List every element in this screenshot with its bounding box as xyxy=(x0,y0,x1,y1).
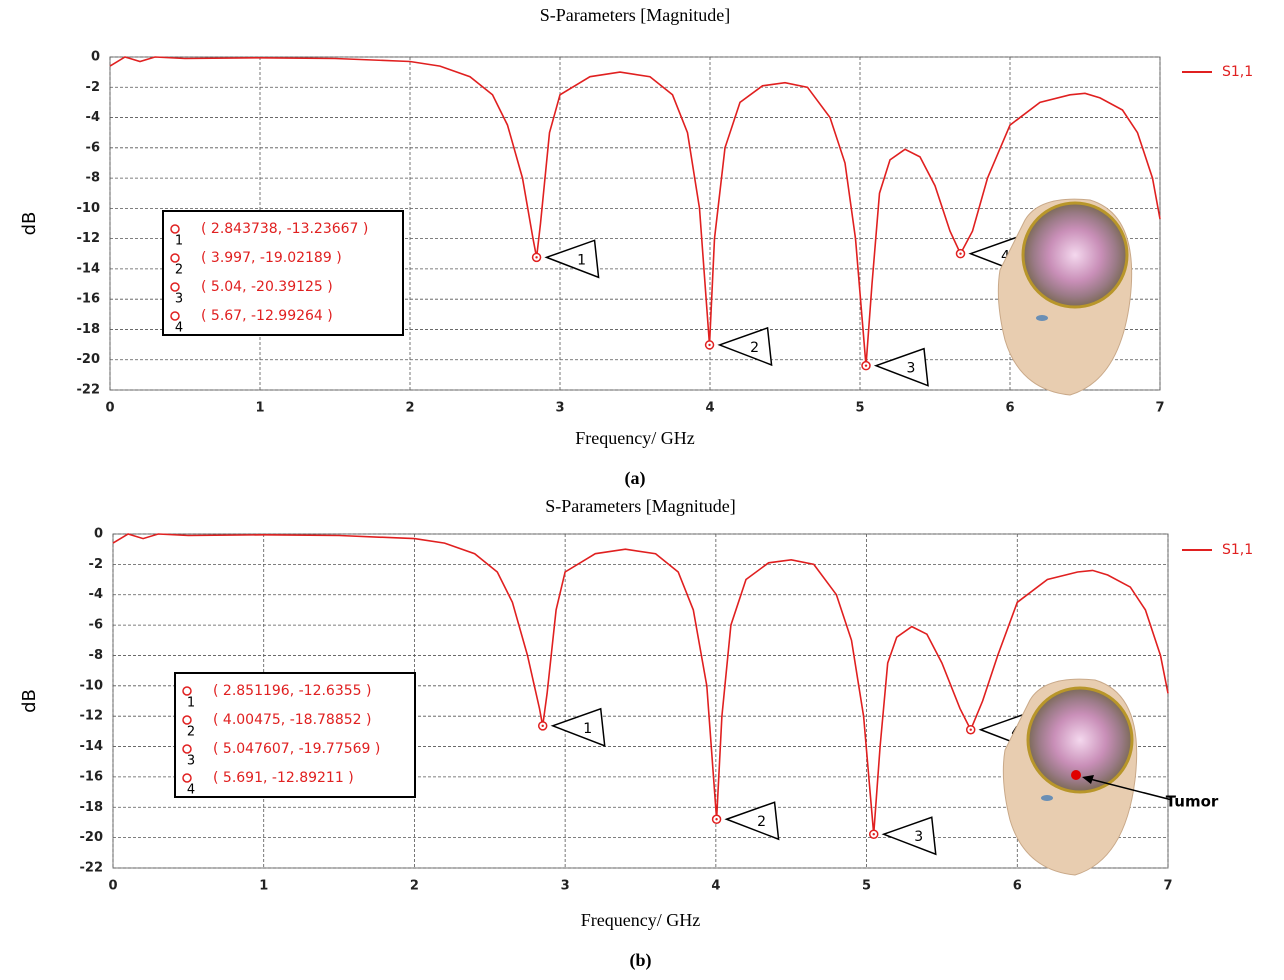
legend-label: S1,1 xyxy=(1222,64,1253,80)
marker-label: ( 2.843738, -13.23667 ) xyxy=(201,221,368,237)
legend-label: S1,1 xyxy=(1222,542,1253,558)
box-marker-id: 4 xyxy=(187,783,195,798)
x-tick-label: 7 xyxy=(1155,401,1164,416)
marker-label: ( 5.67, -12.99264 ) xyxy=(201,308,333,324)
marker-label: ( 5.047607, -19.77569 ) xyxy=(213,741,380,757)
box-marker-id: 1 xyxy=(175,234,183,249)
x-tick-label: 5 xyxy=(855,401,864,416)
callout-label: 2 xyxy=(757,814,766,830)
chart-title: S-Parameters [Magnitude] xyxy=(545,496,735,516)
x-tick-label: 1 xyxy=(259,879,268,894)
annotation: Tumor xyxy=(1166,793,1219,811)
y-tick-label: -14 xyxy=(80,739,104,754)
y-axis-label: dB xyxy=(19,689,40,713)
marker-dot xyxy=(959,252,961,254)
y-tick-label: 0 xyxy=(91,50,100,65)
box-marker-id: 2 xyxy=(175,263,183,278)
marker-dot xyxy=(535,256,537,258)
y-tick-label: -8 xyxy=(86,171,100,186)
marker-dot xyxy=(542,725,544,727)
y-tick-label: -20 xyxy=(77,352,101,367)
x-tick-label: 3 xyxy=(555,401,564,416)
marker-dot xyxy=(865,364,867,366)
x-tick-label: 7 xyxy=(1163,879,1172,894)
x-tick-label: 1 xyxy=(255,401,264,416)
x-tick-label: 2 xyxy=(405,401,414,416)
y-tick-label: -2 xyxy=(86,80,100,95)
box-marker xyxy=(183,774,191,782)
x-tick-label: 4 xyxy=(705,401,714,416)
y-tick-label: -10 xyxy=(77,201,101,216)
marker-dot xyxy=(715,818,717,820)
x-axis-label: Frequency/ GHz xyxy=(581,910,700,930)
x-tick-label: 6 xyxy=(1005,401,1014,416)
callout-label: 3 xyxy=(907,361,916,377)
callout-label: 1 xyxy=(577,252,586,268)
page: S-Parameters [Magnitude] Frequency/ GHz (a… xyxy=(0,0,1284,980)
y-tick-label: -2 xyxy=(89,557,103,572)
callout-label: 3 xyxy=(914,829,923,845)
box-marker xyxy=(171,312,179,320)
x-tick-label: 0 xyxy=(105,401,114,416)
y-tick-label: -18 xyxy=(77,322,101,337)
x-tick-label: 5 xyxy=(862,879,871,894)
box-marker-id: 3 xyxy=(187,754,195,769)
y-tick-label: -4 xyxy=(89,587,103,602)
y-tick-label: -22 xyxy=(80,861,104,876)
x-axis-label: Frequency/ GHz xyxy=(575,428,694,448)
marker-label: ( 5.04, -20.39125 ) xyxy=(201,279,333,295)
y-tick-label: -16 xyxy=(80,769,104,784)
y-tick-label: -22 xyxy=(77,383,101,398)
y-tick-label: -20 xyxy=(80,830,104,845)
y-tick-label: 0 xyxy=(94,527,103,542)
box-marker xyxy=(183,687,191,695)
box-marker xyxy=(183,745,191,753)
callout-label: 1 xyxy=(583,721,592,737)
y-tick-label: -10 xyxy=(80,678,104,693)
y-tick-label: -6 xyxy=(89,618,103,633)
box-marker xyxy=(171,283,179,291)
x-tick-label: 6 xyxy=(1013,879,1022,894)
box-marker-id: 3 xyxy=(175,292,183,307)
box-marker xyxy=(171,254,179,262)
marker-label: ( 4.00475, -18.78852 ) xyxy=(213,712,371,728)
caption: (a) xyxy=(625,468,646,489)
box-marker-id: 2 xyxy=(187,725,195,740)
y-tick-label: -6 xyxy=(86,140,100,155)
x-tick-label: 0 xyxy=(108,879,117,894)
marker-dot xyxy=(970,729,972,731)
caption: (b) xyxy=(630,950,652,971)
x-tick-label: 3 xyxy=(561,879,570,894)
y-tick-label: -14 xyxy=(77,261,101,276)
y-tick-label: -12 xyxy=(80,709,104,724)
marker-label: ( 3.997, -19.02189 ) xyxy=(201,250,342,266)
box-marker-id: 1 xyxy=(187,696,195,711)
chart-title: S-Parameters [Magnitude] xyxy=(540,5,730,25)
y-axis-label: dB xyxy=(19,212,40,236)
box-marker xyxy=(171,225,179,233)
y-tick-label: -12 xyxy=(77,231,101,246)
box-marker-id: 4 xyxy=(175,321,183,336)
callout-label: 2 xyxy=(750,340,759,356)
box-marker xyxy=(183,716,191,724)
marker-dot xyxy=(708,344,710,346)
y-tick-label: -18 xyxy=(80,800,104,815)
y-tick-label: -16 xyxy=(77,292,101,307)
marker-label: ( 2.851196, -12.6355 ) xyxy=(213,683,371,699)
marker-dot xyxy=(873,833,875,835)
x-tick-label: 4 xyxy=(711,879,720,894)
x-tick-label: 2 xyxy=(410,879,419,894)
marker-label: ( 5.691, -12.89211 ) xyxy=(213,770,354,786)
y-tick-label: -8 xyxy=(89,648,103,663)
y-tick-label: -4 xyxy=(86,110,100,125)
